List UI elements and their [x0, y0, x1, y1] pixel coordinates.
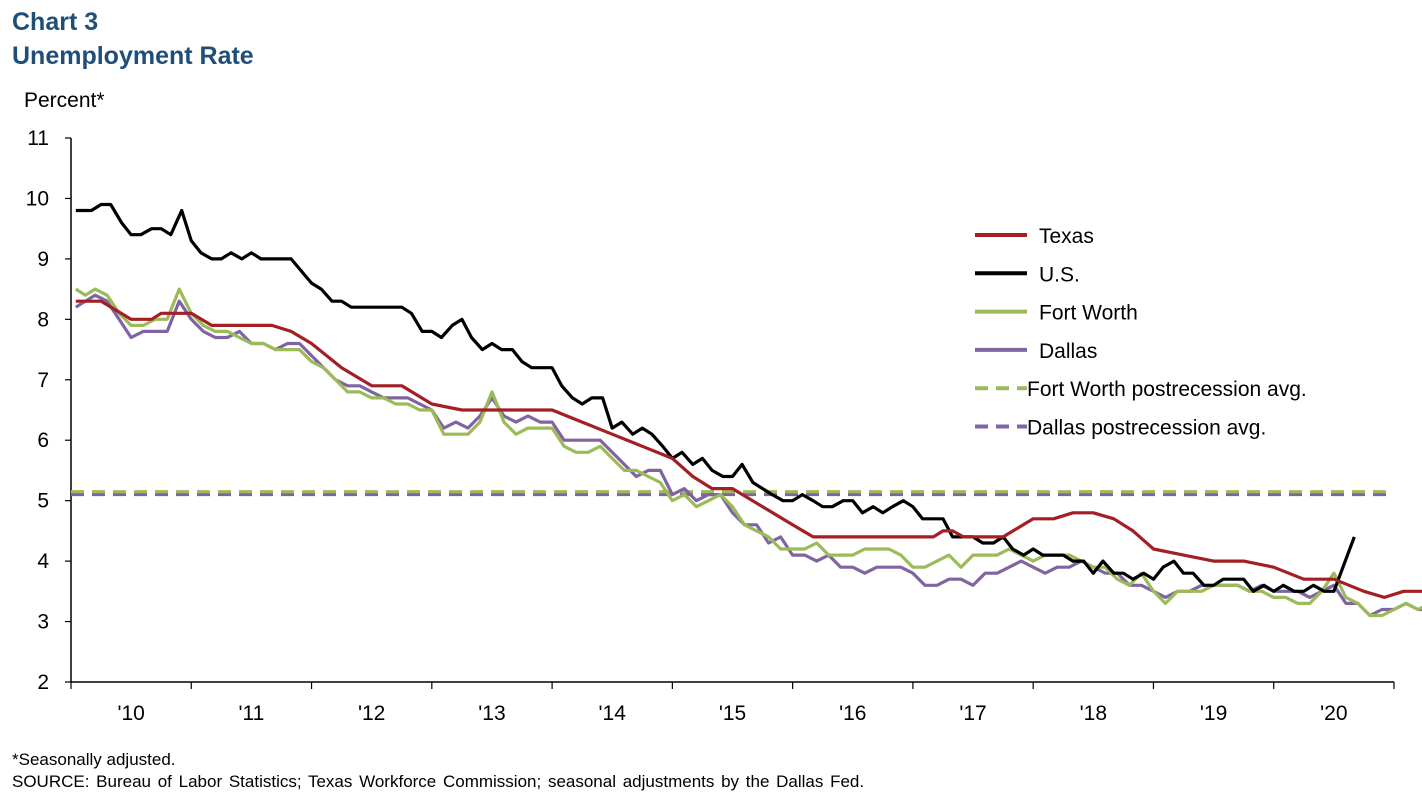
y-tick-label: 5 — [37, 490, 49, 513]
chart-canvas: 2 3 4 5 6 7 8 9 10 11 '10 '11 '12 '13 '14 '15 '16 '17 '18 '… — [26, 127, 1422, 725]
legend-label-dallas-postrecession-avg: Dallas postrecession avg. — [1027, 417, 1266, 440]
y-tick-label: 6 — [37, 429, 49, 452]
x-tick-label: '15 — [719, 702, 746, 725]
y-tick-label: 11 — [27, 127, 49, 150]
y-tick-label: 4 — [37, 550, 49, 573]
y-tick-label: 3 — [37, 611, 49, 634]
x-tick-label: '19 — [1200, 702, 1227, 725]
legend-label-u-s: U.S. — [1039, 263, 1080, 286]
series-line-texas — [75, 299, 1422, 599]
y-tick-label: 9 — [37, 248, 49, 271]
y-tick-label: 8 — [37, 308, 49, 331]
x-tick-label: '17 — [959, 702, 986, 725]
legend-label-fort-worth-postrecession-avg: Fort Worth postrecession avg. — [1027, 378, 1307, 401]
x-tick-label: '11 — [239, 702, 265, 725]
y-axis-unit-label: Percent* — [24, 89, 105, 112]
x-tick-label: '13 — [478, 702, 505, 725]
legend-label-texas: Texas — [1039, 225, 1094, 248]
footnote: *Seasonally adjusted. — [12, 750, 176, 769]
chart-title-line2: Unemployment Rate — [12, 42, 254, 70]
source-note: SOURCE: Bureau of Labor Statistics; Texa… — [12, 772, 865, 791]
chart-title-line1: Chart 3 — [12, 8, 99, 36]
x-tick-label: '14 — [599, 702, 627, 725]
x-tick-label: '12 — [358, 702, 385, 725]
series-line-u-s — [75, 202, 1356, 593]
legend-label-fort-worth: Fort Worth — [1039, 302, 1138, 325]
x-tick-label: '10 — [117, 702, 144, 725]
series-line-fort-worth — [74, 287, 1422, 618]
x-tick-label: '20 — [1320, 702, 1347, 725]
legend-label-dallas: Dallas — [1039, 340, 1097, 363]
y-tick-label: 10 — [26, 187, 49, 210]
x-tick-label: '18 — [1080, 702, 1107, 725]
y-tick-label: 2 — [37, 671, 49, 694]
series-line-dallas — [74, 293, 1422, 618]
x-tick-label: '16 — [839, 702, 866, 725]
y-tick-label: 7 — [37, 369, 49, 392]
